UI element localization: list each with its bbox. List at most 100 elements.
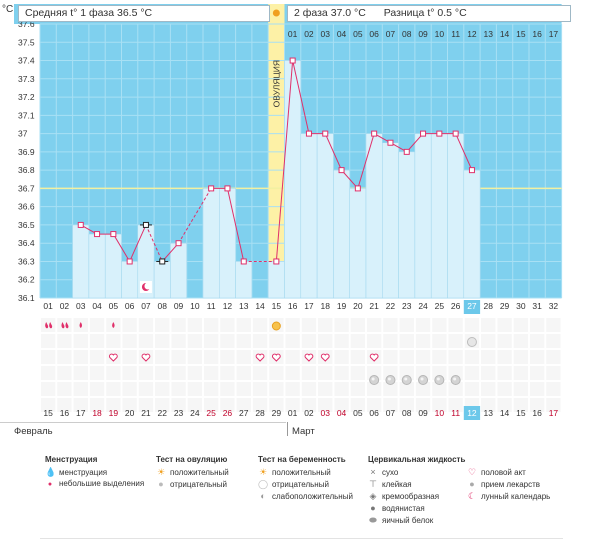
marker-cell	[89, 382, 105, 396]
marker-cell	[122, 382, 137, 396]
date-label: 20	[125, 408, 135, 418]
marker-cell	[546, 366, 561, 380]
marker-cell	[497, 398, 512, 412]
temp-line-segment	[112, 233, 131, 262]
cycle-day-label: 31	[532, 301, 542, 311]
marker-cell	[57, 334, 72, 348]
y-tick-label: 37.1	[18, 110, 35, 120]
temp-point	[224, 185, 231, 192]
cycle-day-label: 01	[43, 301, 53, 311]
marker-cell	[269, 398, 284, 412]
marker-cell	[73, 398, 88, 412]
temp-line-segment	[406, 133, 424, 153]
date-label: 11	[451, 408, 460, 418]
egg-white-icon: ⬬	[369, 515, 377, 525]
marker-cell	[432, 334, 447, 348]
cross-icon: ×	[370, 467, 376, 477]
date-label: 23	[174, 408, 184, 418]
marker-cell	[415, 366, 431, 380]
marker-cell	[334, 382, 349, 396]
marker-cell	[432, 382, 447, 396]
temp-point	[110, 231, 117, 238]
legend-medication: ● прием лекарств	[467, 479, 540, 489]
marker-cell	[236, 350, 251, 364]
circle-icon: ●	[158, 479, 164, 489]
top-day-label: 15	[516, 29, 526, 39]
marker-cell	[448, 318, 463, 332]
temp-point	[468, 167, 475, 174]
date-label: 05	[353, 408, 363, 418]
date-label: 04	[337, 408, 347, 418]
temp-bar	[300, 133, 318, 299]
temp-bar	[284, 60, 302, 299]
marker-cell	[171, 350, 186, 364]
temp-line-segment	[226, 188, 245, 262]
marker-cell	[350, 334, 365, 348]
date-label: 08	[402, 408, 412, 418]
marker-cell	[138, 334, 154, 348]
legend-cm-creamy: ◈ кремообразная	[369, 491, 440, 501]
marker-cell	[89, 366, 105, 380]
marker-cell	[285, 350, 300, 364]
temp-point	[354, 185, 361, 192]
marker-cell	[513, 318, 528, 332]
top-day-label: 05	[353, 29, 363, 39]
cycle-day-label: 29	[500, 301, 510, 311]
circle-icon: ◐	[260, 491, 266, 501]
creamy-icon: ◈	[369, 491, 377, 501]
circle-icon: ◯	[258, 479, 269, 489]
marker-cell	[252, 366, 268, 380]
date-label: 03	[321, 408, 331, 418]
marker-cell	[57, 318, 72, 332]
y-tick-label: 36.9	[18, 147, 35, 157]
marker-cell	[155, 334, 170, 348]
marker-cell	[530, 350, 545, 364]
legend-pregnancy-positive: ☀ положительный	[258, 467, 331, 477]
date-label: 19	[109, 408, 119, 418]
phase1-summary: Средняя t° 1 фаза 36.5 °C	[18, 5, 270, 22]
top-day-label: 02	[304, 29, 314, 39]
temp-point	[142, 221, 149, 228]
temp-bar	[267, 261, 285, 299]
phase2-value: 37.0 °C	[330, 7, 366, 19]
marker-cell	[89, 350, 105, 364]
cycle-day-label: 02	[60, 301, 70, 311]
y-tick-label: 37.4	[18, 56, 35, 66]
marker-cell	[301, 398, 317, 412]
marker-cell	[334, 318, 349, 332]
date-label: 24	[190, 408, 200, 418]
top-day-label: 16	[532, 29, 542, 39]
marker-cell	[269, 382, 284, 396]
top-day-label: 14	[500, 29, 510, 39]
temp-line-segment	[324, 133, 343, 171]
marker-cell	[415, 334, 431, 348]
sun-icon	[271, 321, 281, 331]
egg-white-shine	[436, 377, 440, 381]
date-label: 18	[92, 408, 102, 418]
temp-point	[338, 167, 345, 174]
marker-cell	[285, 398, 300, 412]
temp-line-segment	[178, 188, 212, 244]
temp-point	[289, 57, 296, 64]
cycle-day-label: 17	[304, 301, 314, 311]
marker-cell	[57, 382, 72, 396]
legend-ovulation-negative: ● отрицательный	[156, 479, 227, 489]
date-label: 17	[76, 408, 86, 418]
marker-cell	[318, 366, 333, 380]
legend-pregnancy-weak: ◐ слабоположительный	[258, 491, 353, 501]
drop-icon	[45, 322, 53, 329]
temp-bar	[447, 133, 465, 299]
temp-line-segment	[357, 133, 375, 189]
marker-cell	[73, 366, 88, 380]
temp-bar	[202, 188, 220, 299]
marker-cell	[546, 382, 561, 396]
legend-ovulation-title: Тест на овуляцию	[156, 455, 228, 464]
phase1-value: 36.5 °C	[116, 7, 153, 19]
temp-bar	[121, 261, 139, 299]
temp-point	[208, 185, 215, 192]
marker-cell	[236, 398, 251, 412]
cycle-day-label: 08	[158, 301, 168, 311]
date-label: 12	[467, 408, 477, 418]
marker-cell	[269, 366, 284, 380]
marker-cell	[220, 366, 235, 380]
